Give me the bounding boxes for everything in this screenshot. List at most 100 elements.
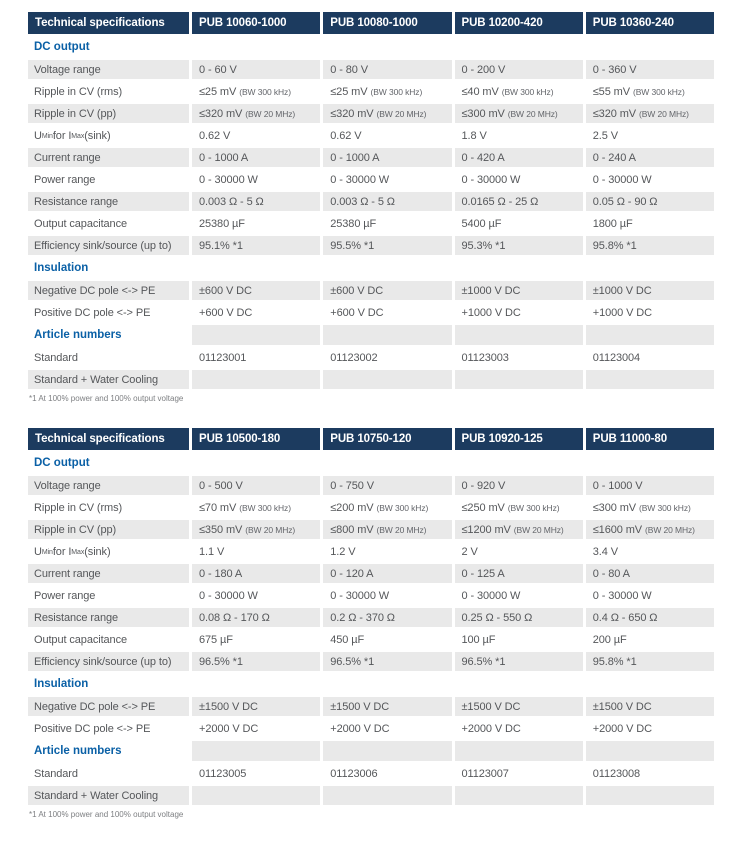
spec-value-text: 0.62 V <box>330 129 362 142</box>
spec-value-text: 200 µF <box>592 633 627 646</box>
spec-value-cell: ≤200 mV (BW 300 kHz) <box>323 498 451 517</box>
spec-value-text: 01123006 <box>330 767 378 780</box>
spec-value-text: 0 - 30000 W <box>330 589 390 602</box>
spec-label: Output capacitance <box>34 217 127 230</box>
spec-value-cell: ≤300 mV (BW 300 kHz) <box>586 498 714 517</box>
spec-value-text: ≤1600 mV <box>592 523 643 536</box>
table-row: Efficiency sink/source (up to) 95.1% *1 95… <box>28 236 714 255</box>
spec-label: Current range <box>28 564 189 583</box>
spec-value-cell: ±1500 V DC <box>192 697 321 716</box>
spec-value-text: 0 - 920 V <box>461 479 506 492</box>
table-row: Voltage range 0 - 60 V 0 - 80 V 0 - 200 V 0 … <box>28 60 714 79</box>
spec-value-cell <box>454 786 583 805</box>
bandwidth-note: (BW 300 kHz) <box>239 502 291 513</box>
section-row: DC output <box>28 37 714 57</box>
spec-value-cell <box>323 741 452 761</box>
spec-value-text: 0.08 Ω - 170 Ω <box>199 611 270 624</box>
table-header-title: Technical specifications <box>28 428 189 450</box>
spec-value-cell: ≤70 mV (BW 300 kHz) <box>192 498 320 517</box>
spec-value-cell: 5400 µF <box>455 214 583 233</box>
spec-label: Power range <box>34 589 96 602</box>
spec-value-cell: ±600 V DC <box>323 281 452 300</box>
spec-value-text: 0 - 360 V <box>592 63 637 76</box>
spec-value-cell: +2000 V DC <box>586 719 714 738</box>
bandwidth-note: (BW 20 MHz) <box>376 108 427 119</box>
spec-value-cell: ±1000 V DC <box>585 281 714 300</box>
spec-value-cell <box>585 325 714 345</box>
footnote: *1 At 100% power and 100% output voltage <box>29 394 184 403</box>
spec-value-cell: 01123006 <box>323 764 451 783</box>
spec-value-cell <box>585 786 714 805</box>
spec-value-cell <box>586 37 714 57</box>
spec-value-text: 01123003 <box>461 351 509 364</box>
spec-value-cell <box>323 674 451 694</box>
section-row: Article numbers <box>28 325 714 345</box>
spec-table: Technical specifications PUB 10060-1000 PU… <box>28 12 714 404</box>
spec-value-cell: 25380 µF <box>192 214 320 233</box>
bandwidth-note: (BW 300 kHz) <box>632 86 685 97</box>
spec-label: U Min for I Max (sink) <box>34 545 111 558</box>
spec-value-text: +2000 V DC <box>592 722 652 735</box>
spec-value-text: 95.8% *1 <box>592 239 637 252</box>
spec-value-cell: 1.1 V <box>192 542 320 561</box>
spec-value-cell <box>455 674 583 694</box>
spec-value-cell: 0.003 Ω - 5 Ω <box>192 192 321 211</box>
spec-value-text: 95.3% *1 <box>461 239 506 252</box>
footnote: *1 At 100% power and 100% output voltage <box>29 810 184 819</box>
bandwidth-note: (BW 20 MHz) <box>513 524 564 535</box>
table-row: Power range 0 - 30000 W 0 - 30000 W 0 - 300… <box>28 170 714 189</box>
spec-value-text: ≤40 mV <box>461 85 499 98</box>
spec-value-cell: 25380 µF <box>323 214 451 233</box>
spec-value-text: 0.003 Ω - 5 Ω <box>199 195 264 208</box>
spec-value-text: +1000 V DC <box>592 306 652 319</box>
bandwidth-note: (BW 20 MHz) <box>507 108 558 119</box>
spec-value-text: 0 - 1000 A <box>330 151 380 164</box>
bandwidth-note: (BW 20 MHz) <box>645 524 695 535</box>
spec-value-cell: 0 - 240 A <box>585 148 714 167</box>
table-row: Resistance range 0.08 Ω - 170 Ω 0.2 Ω - 37… <box>28 608 714 627</box>
product-column-header: PUB 10500-180 <box>192 428 321 450</box>
spec-value-text: +2000 V DC <box>199 722 259 735</box>
spec-value-cell: 0 - 1000 V <box>585 476 714 495</box>
spec-tables-container: Technical specifications PUB 10060-1000 PU… <box>28 12 717 820</box>
spec-value-cell: 0.05 Ω - 90 Ω <box>585 192 714 211</box>
spec-value-cell: ≤40 mV (BW 300 kHz) <box>455 82 583 101</box>
spec-value-cell: 0.08 Ω - 170 Ω <box>192 608 321 627</box>
spec-value-cell: 0 - 500 V <box>192 476 321 495</box>
spec-value-cell: 0.62 V <box>192 126 320 145</box>
spec-value-cell: 0 - 120 A <box>323 564 452 583</box>
spec-value-cell: 0 - 30000 W <box>586 586 714 605</box>
spec-value-cell: ≤1200 mV (BW 20 MHz) <box>454 520 583 539</box>
spec-value-cell: ≤320 mV (BW 20 MHz) <box>323 104 452 123</box>
table-row: Standard 01123001 01123002 01123003 01123004 <box>28 348 714 367</box>
spec-value-text: 0 - 120 A <box>330 567 374 580</box>
section-header-label: Insulation <box>28 674 189 694</box>
spec-value-text: 0 - 180 A <box>199 567 243 580</box>
spec-label: Efficiency sink/source (up to) <box>28 236 189 255</box>
spec-value-text: 01123004 <box>592 351 641 364</box>
spec-label: Ripple in CV (rms) <box>34 501 123 514</box>
bandwidth-note: (BW 300 kHz) <box>239 86 291 97</box>
spec-value-cell <box>323 325 452 345</box>
spec-value-cell: 450 µF <box>323 630 451 649</box>
spec-value-text: 0 - 60 V <box>199 63 237 76</box>
spec-value-text: 3.4 V <box>592 545 618 558</box>
spec-value-cell: 0.25 Ω - 550 Ω <box>454 608 583 627</box>
spec-value-cell: 95.8% *1 <box>585 652 714 671</box>
spec-value-cell: 01123005 <box>192 764 320 783</box>
spec-value-text: 0.62 V <box>199 129 231 142</box>
spec-value-text: 0 - 200 V <box>461 63 506 76</box>
spec-value-cell: ≤25 mV (BW 300 kHz) <box>323 82 451 101</box>
spec-value-text: +2000 V DC <box>461 722 521 735</box>
product-column-header: PUB 10360-240 <box>585 12 714 34</box>
spec-value-text: 0 - 30000 W <box>461 173 521 186</box>
spec-value-cell <box>323 37 451 57</box>
spec-value-text: 01123002 <box>330 351 378 364</box>
spec-label: Voltage range <box>28 60 189 79</box>
spec-label: U Min for I Max (sink) <box>34 129 111 142</box>
table-row: Ripple in CV (rms) ≤70 mV (BW 300 kHz) ≤200… <box>28 498 714 517</box>
spec-value-cell: 01123001 <box>192 348 320 367</box>
spec-value-cell: 01123004 <box>586 348 714 367</box>
table-row: Standard 01123005 01123006 01123007 01123008 <box>28 764 714 783</box>
table-header-row: Technical specifications PUB 10500-180 PUB… <box>28 428 714 450</box>
